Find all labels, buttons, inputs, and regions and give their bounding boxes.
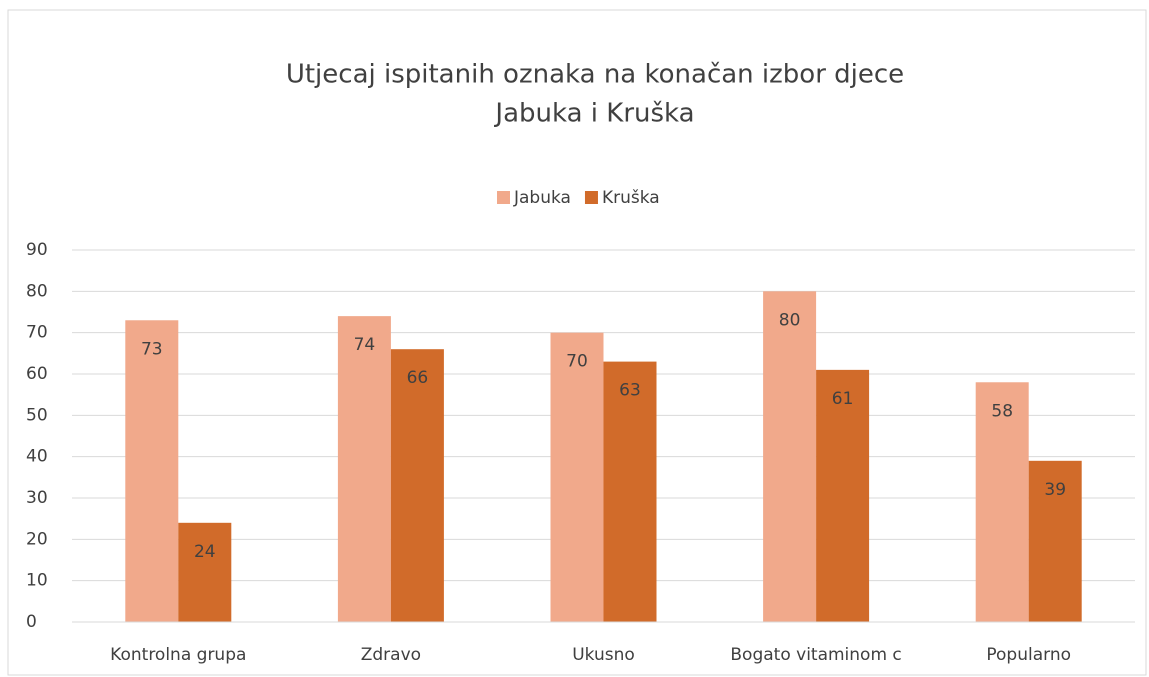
data-label: 24 [194, 542, 216, 562]
y-tick-label: 0 [26, 612, 37, 632]
data-label: 70 [566, 352, 588, 372]
data-label: 39 [1044, 480, 1066, 500]
bar [816, 369, 870, 622]
y-tick-label: 30 [26, 488, 48, 508]
x-tick-label: Kontrolna grupa [110, 645, 246, 665]
bar [603, 361, 657, 622]
legend-label: Jabuka [513, 188, 571, 208]
y-tick-label: 10 [26, 571, 48, 591]
bar [178, 522, 232, 622]
x-tick-label: Popularno [986, 645, 1071, 665]
data-label: 61 [832, 389, 854, 409]
data-label: 63 [619, 381, 641, 401]
y-tick-label: 80 [26, 281, 48, 301]
y-tick-label: 40 [26, 447, 48, 467]
y-tick-label: 70 [26, 323, 48, 343]
data-label: 80 [779, 310, 801, 330]
x-tick-label: Ukusno [572, 645, 635, 665]
data-label: 66 [407, 368, 429, 388]
bar [763, 291, 817, 622]
data-label: 73 [141, 339, 163, 359]
chart-title: Utjecaj ispitanih oznaka na konačan izbo… [286, 60, 904, 90]
x-tick-label: Bogato vitaminom c [730, 645, 901, 665]
bar [550, 332, 604, 622]
data-label: 74 [354, 335, 376, 355]
bar [337, 316, 391, 622]
y-tick-label: 50 [26, 405, 48, 425]
data-label: 58 [991, 401, 1013, 421]
bar [975, 382, 1029, 622]
legend-label: Kruška [602, 188, 660, 208]
bar [125, 320, 179, 622]
y-tick-label: 90 [26, 240, 48, 260]
chart-subtitle: Jabuka i Kruška [493, 99, 694, 129]
x-tick-label: Zdravo [361, 645, 421, 665]
legend-swatch [584, 191, 598, 204]
legend-swatch [497, 191, 510, 204]
bar [390, 349, 444, 622]
bar [1028, 460, 1082, 622]
y-tick-label: 60 [26, 364, 48, 384]
y-tick-label: 20 [26, 529, 48, 549]
